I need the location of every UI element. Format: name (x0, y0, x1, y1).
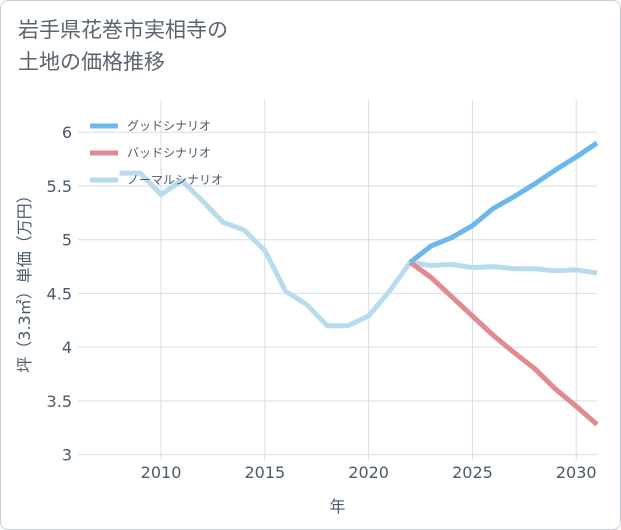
y-tick-label: 5.5 (47, 177, 72, 196)
x-tick-label: 2025 (452, 463, 493, 482)
chart-title-line-1: 岩手県花巻市実相寺の (18, 18, 228, 42)
axis-ticks: 2010 2015 2020 2025 2030 3 3.5 4 4.5 5 5.5 6 (47, 123, 597, 482)
y-tick-label: 6 (62, 123, 72, 142)
x-tick-label: 2030 (556, 463, 597, 482)
x-axis-label: 年 (329, 497, 345, 516)
y-tick-label: 3 (62, 446, 72, 465)
chart-title-line-2: 土地の価格推移 (18, 50, 165, 74)
y-tick-label: 4.5 (47, 284, 72, 303)
y-tick-label: 3.5 (47, 392, 72, 411)
series-line (408, 260, 599, 427)
x-tick-label: 2015 (244, 463, 285, 482)
x-tick-label: 2020 (348, 463, 389, 482)
y-tick-label: 5 (62, 231, 72, 250)
legend-label: グッドシナリオ (127, 119, 211, 133)
series-line (408, 140, 599, 265)
series-line (119, 170, 598, 329)
series-lines (119, 140, 599, 427)
y-tick-label: 4 (62, 338, 72, 357)
chart-title: 岩手県花巻市実相寺の 土地の価格推移 (18, 14, 228, 78)
y-axis-label: 坪（3.3㎡）単価（万円） (15, 187, 34, 372)
legend-label: ノーマルシナリオ (127, 173, 223, 187)
legend-label: バッドシナリオ (127, 146, 211, 160)
x-tick-label: 2010 (141, 463, 182, 482)
